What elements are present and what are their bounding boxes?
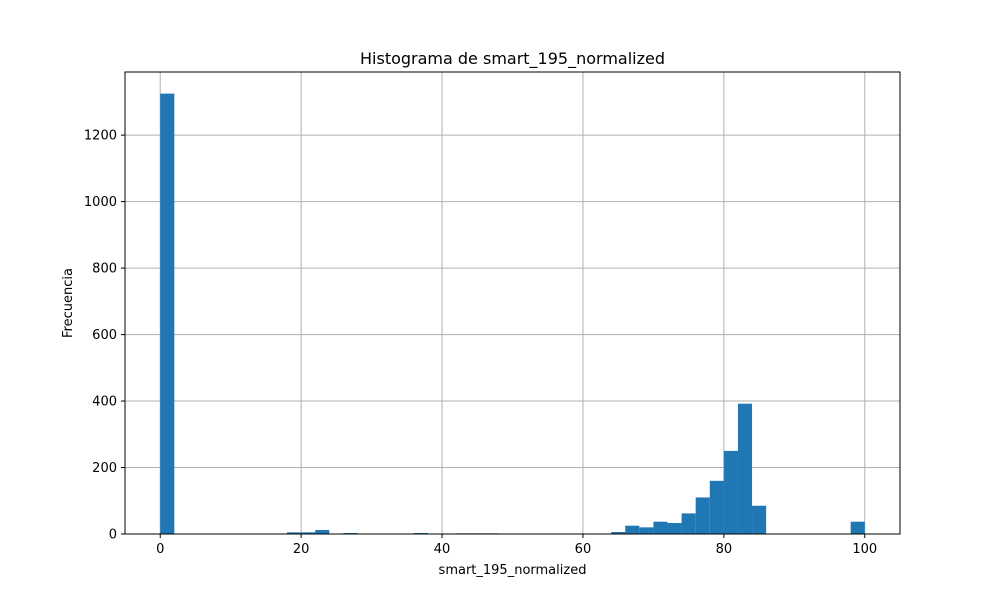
histogram-bar [752,505,767,534]
y-tick-label: 600 [92,328,117,343]
histogram-bar [709,480,724,534]
histogram-bar [850,521,865,534]
histogram-bar [667,523,682,534]
x-tick-label: 60 [575,542,592,557]
x-tick-label: 20 [293,542,310,557]
x-axis-label: smart_195_normalized [439,563,587,578]
grid-lines [125,72,900,535]
y-axis-label: Frecuencia [61,268,76,338]
x-tick-label: 100 [852,542,877,557]
histogram-bar [653,521,668,534]
histogram-bar [611,532,626,534]
y-tick-label: 1000 [84,195,117,210]
y-tick-label: 400 [92,395,117,410]
y-tick-label: 1200 [84,129,117,144]
histogram-bar [287,532,302,534]
histogram-bar [639,527,654,534]
histogram-bar [723,450,738,534]
y-tick-label: 200 [92,461,117,476]
histogram-bar [301,532,316,534]
histogram-bar [681,513,696,534]
x-tick-label: 40 [434,542,451,557]
histogram-bar [737,403,753,534]
y-tick-label: 800 [92,262,117,277]
histogram-bar [695,497,710,534]
x-tick-label: 0 [156,542,164,557]
y-tick-label: 0 [109,528,117,543]
plot-frame [124,71,901,535]
chart-title: Histograma de smart_195_normalized [360,49,665,69]
histogram-bar [160,93,175,535]
histogram-bars [160,93,865,535]
x-tick-label: 80 [716,542,733,557]
histogram-bar [315,530,330,534]
histogram-bar [625,525,640,534]
